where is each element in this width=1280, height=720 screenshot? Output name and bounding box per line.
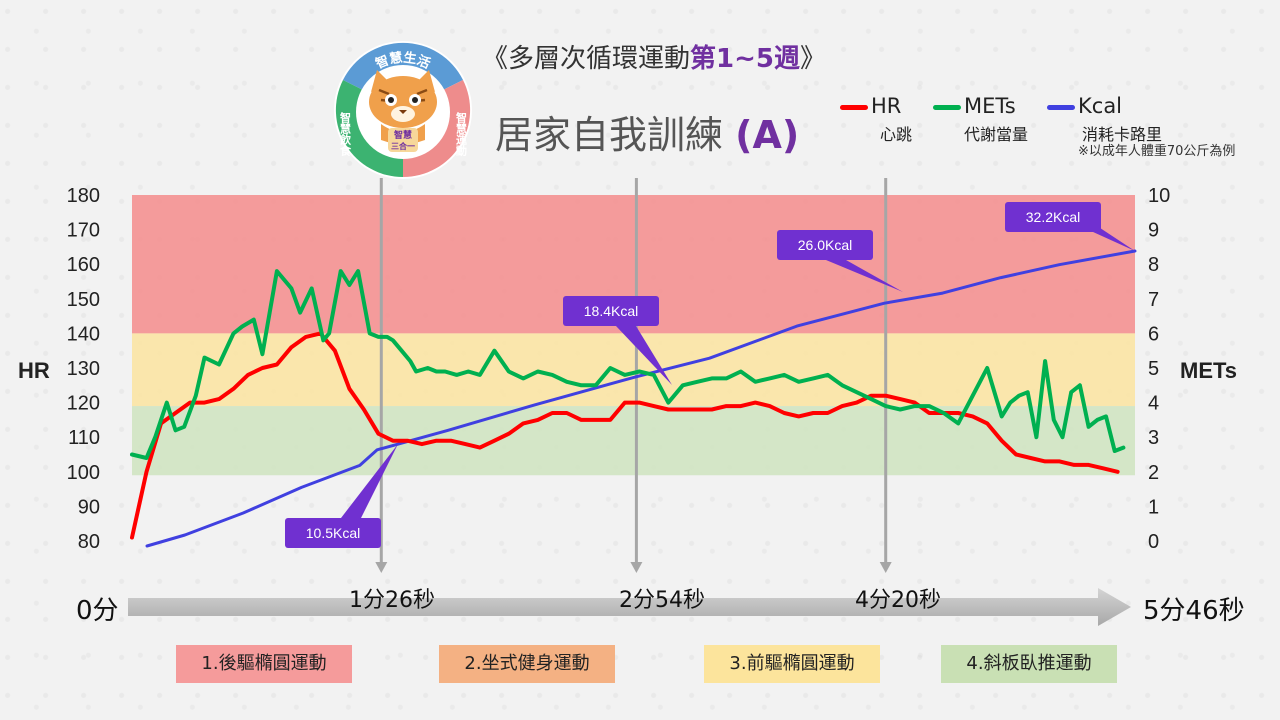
legend-hr-label: HR — [871, 94, 902, 118]
kcal-callout-pointer-3 — [826, 260, 903, 292]
exercise-2: 2.坐式健身運動 — [439, 645, 615, 683]
logo-center-line1: 智慧 — [394, 129, 412, 141]
y-right-axis-label: METs — [1180, 358, 1237, 383]
kcal-callout-box-3 — [777, 230, 873, 260]
y-left-tick: 150 — [67, 289, 100, 311]
legend-mets-sub: 代謝當量 — [964, 125, 1029, 144]
kcal-callout-pointer-1 — [341, 444, 398, 518]
zone-band-3 — [132, 406, 1135, 476]
title-highlight: (A) — [735, 113, 800, 157]
y-left-tick: 110 — [68, 427, 100, 449]
y-left-tick: 140 — [67, 323, 100, 345]
series-mets-line — [130, 269, 1126, 460]
y-left-tick: 130 — [67, 358, 100, 380]
exercise-1: 1.後驅橢圓運動 — [176, 645, 352, 683]
kcal-callout-label-3: 26.0Kcal — [798, 237, 852, 253]
exercise-4: 4.斜板臥推運動 — [941, 645, 1117, 683]
kcal-callout-box-1 — [285, 518, 381, 548]
legend-kcal-sub: 消耗卡路里 — [1082, 125, 1163, 144]
y-right-tick: 1 — [1148, 496, 1159, 518]
timeline-mark-1: 1分26秒 — [349, 588, 435, 613]
y-right-tick: 9 — [1148, 220, 1159, 242]
subtitle-prefix: 《多層次循環運動 — [482, 44, 691, 74]
kcal-callout-label-4: 32.2Kcal — [1026, 209, 1080, 225]
y-left-tick: 160 — [67, 254, 100, 276]
zone-band-2 — [132, 333, 1135, 407]
y-right-tick: 3 — [1148, 427, 1159, 449]
y-right-tick: 7 — [1148, 289, 1159, 311]
series-kcal-line — [145, 249, 1137, 548]
legend-kcal-swatch — [1047, 104, 1075, 110]
legend-hr-sub: 心跳 — [880, 125, 913, 144]
y-right-tick: 6 — [1148, 323, 1159, 345]
y-right-tick: 4 — [1148, 393, 1159, 415]
y-right-tick: 5 — [1148, 358, 1159, 380]
timeline-mark-2: 2分54秒 — [619, 588, 705, 613]
subtitle: 《多層次循環運動第1~5週》 — [482, 38, 826, 75]
phase-divider-arrow-3 — [879, 562, 892, 573]
kcal-callout-label-2: 18.4Kcal — [584, 303, 638, 319]
timeline-end: 5分46秒 — [1143, 596, 1245, 626]
kcal-callout-label-1: 10.5Kcal — [306, 525, 360, 541]
kcal-callout-pointer-2 — [616, 326, 672, 385]
kcal-callout-box-2 — [563, 296, 659, 326]
tiger-icon — [369, 70, 437, 152]
y-right-tick: 0 — [1148, 531, 1159, 553]
phase-divider-arrow-1 — [375, 562, 388, 573]
phase-divider-arrow-2 — [630, 562, 643, 573]
page-title: 居家自我訓練 (A) — [495, 104, 799, 159]
timeline-start: 0分 — [76, 596, 119, 626]
subtitle-highlight: 第1~5週 — [690, 44, 800, 74]
y-left-tick: 120 — [67, 393, 100, 415]
legend-kcal: Kcal — [1047, 94, 1122, 118]
legend-note: ※以成年人體重70公斤為例 — [1078, 144, 1236, 159]
legend-hr-swatch — [840, 104, 868, 110]
timeline-arrow — [128, 588, 1131, 626]
y-right-tick: 10 — [1148, 185, 1170, 207]
legend-mets-swatch — [933, 104, 961, 110]
logo-left-text: 智慧飲食 — [339, 111, 353, 157]
legend-mets-label: METs — [964, 94, 1016, 118]
title-prefix: 居家自我訓練 — [495, 113, 736, 157]
timeline-mark-3: 4分20秒 — [855, 588, 941, 613]
logo-center-line2: 三合一 — [391, 141, 415, 151]
y-right-tick: 2 — [1148, 462, 1159, 484]
y-left-axis-label: HR — [18, 358, 50, 383]
logo: 智慧生活 智慧飲食 智慧運動 智慧 三合一 — [334, 41, 472, 179]
y-left-tick: 90 — [78, 496, 100, 518]
kcal-callout-box-4 — [1005, 202, 1101, 232]
subtitle-suffix: 》 — [799, 44, 826, 74]
series-hr-line — [130, 331, 1120, 540]
exercise-3: 3.前驅橢圓運動 — [704, 645, 880, 683]
y-right-tick: 8 — [1148, 254, 1159, 276]
y-left-tick: 80 — [78, 531, 100, 553]
legend-hr: HR — [840, 94, 901, 118]
legend-mets: METs — [933, 94, 1016, 118]
logo-right-text: 智慧運動 — [455, 111, 468, 157]
y-left-tick: 170 — [67, 220, 100, 242]
y-left-tick: 100 — [67, 462, 100, 484]
legend-kcal-label: Kcal — [1078, 94, 1123, 118]
y-left-tick: 180 — [67, 185, 100, 207]
